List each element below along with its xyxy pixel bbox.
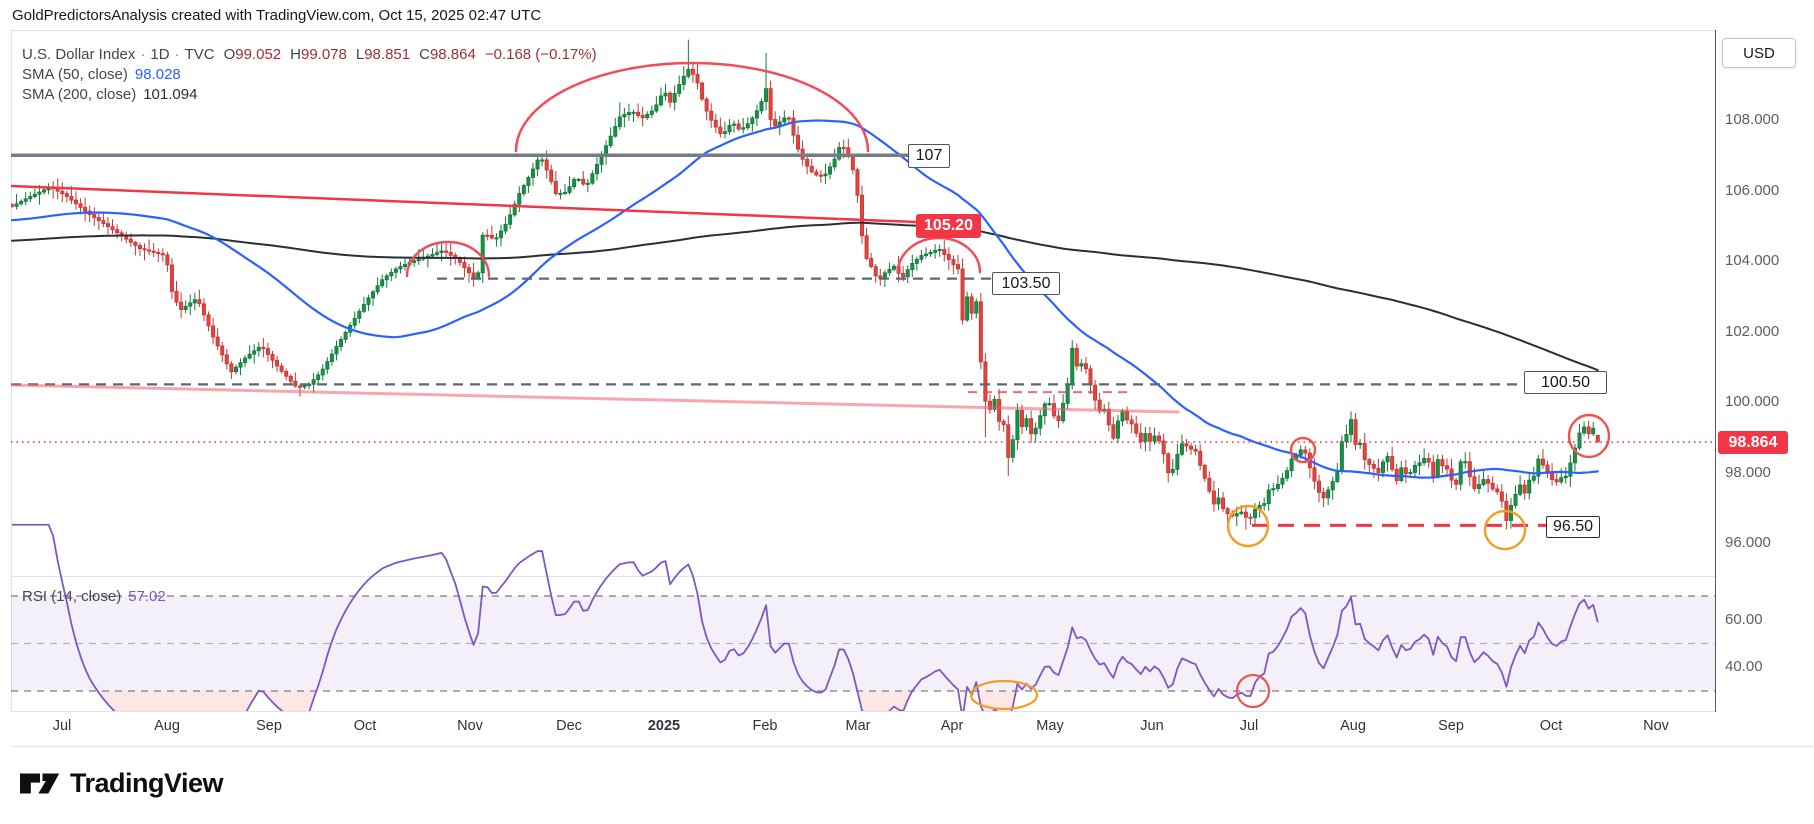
rounded-top-arc-0 xyxy=(514,61,870,153)
rsi-label: RSI (14, close) xyxy=(22,588,122,605)
candles-layer xyxy=(11,39,1600,530)
time-label-Sep: Sep xyxy=(256,718,282,734)
rsi-oversold-fill xyxy=(980,684,1018,712)
price-tick-108.000: 108.000 xyxy=(1725,111,1780,128)
sma200-value: 101.094 xyxy=(143,86,198,103)
tradingview-logo-icon xyxy=(20,773,60,794)
rounded-top-arc-2 xyxy=(896,236,982,274)
ohlc-value-C: 98.864 xyxy=(429,46,476,63)
level-label-103.50: 103.50 xyxy=(992,272,1060,295)
time-label-Aug: Aug xyxy=(154,718,180,734)
tradingview-logo-link[interactable]: TradingView xyxy=(20,768,224,799)
rsi-highlight-circle-1 xyxy=(1235,673,1271,709)
interval-label[interactable]: 1D xyxy=(150,46,170,63)
price-highlight-circle-0 xyxy=(1226,504,1270,548)
change-value: −0.168 (−0.17%) xyxy=(484,46,597,63)
time-label-Dec: Dec xyxy=(556,718,582,734)
rsi-oversold-fill xyxy=(1223,682,1256,699)
rsi-tick-60.00: 60.00 xyxy=(1725,610,1763,628)
level-label-100.50: 100.50 xyxy=(1524,371,1607,394)
time-label-Nov: Nov xyxy=(457,718,483,734)
legend-rsi-row[interactable]: RSI (14, close) 57.02 xyxy=(22,588,166,605)
rsi-line xyxy=(12,523,1599,712)
time-label-Nov: Nov xyxy=(1643,718,1669,734)
ohlc-key-C: C xyxy=(419,46,430,63)
ohlc-value-H: 99.078 xyxy=(300,46,347,63)
ohlc-key-H: H xyxy=(290,46,301,63)
rsi-value: 57.02 xyxy=(128,588,166,605)
ohlc-key-L: L xyxy=(355,46,365,63)
legend-symbol-row[interactable]: U.S. Dollar Index · 1D · TVC O99.052 H99.078 L9… xyxy=(22,45,597,65)
level-label-96.50: 96.50 xyxy=(1546,516,1600,538)
price-scale-border xyxy=(1715,30,1716,746)
time-scale[interactable]: Jul Aug Sep Oct Nov Dec 2025 Feb Mar Apr May Jun Jul… xyxy=(11,712,1814,746)
price-tick-98.000: 98.000 xyxy=(1725,463,1771,481)
current-price-badge: 98.864 xyxy=(1718,431,1788,454)
chart-top-border xyxy=(11,30,1814,31)
time-label-Jun: Jun xyxy=(1140,718,1164,734)
time-label-Jul: Jul xyxy=(52,718,72,734)
ohlc-key-O: O xyxy=(223,46,236,63)
rsi-oversold-fill xyxy=(98,690,259,712)
ohlc-value-O: 99.052 xyxy=(235,46,282,63)
rsi-tick-40.00: 40.00 xyxy=(1725,658,1763,676)
price-scale[interactable]: USD 108.000 106.000 104.000 102.000 100.000 9… xyxy=(1716,30,1814,712)
legend-sma50-row[interactable]: SMA (50, close) 98.028 xyxy=(22,65,597,85)
sma200-label: SMA (200, close) xyxy=(22,86,137,103)
sma50-value: 98.028 xyxy=(134,66,181,83)
time-label-Oct: Oct xyxy=(353,718,377,734)
level-badge-105.20: 105.20 xyxy=(916,214,981,238)
time-label-Oct: Oct xyxy=(1539,718,1563,734)
time-label-Jul: Jul xyxy=(1239,718,1259,734)
price-highlight-circle-2 xyxy=(1289,436,1317,464)
price-tick-100.000: 100.000 xyxy=(1725,393,1780,410)
time-label-Feb: Feb xyxy=(752,718,778,734)
time-label-Aug: Aug xyxy=(1340,718,1366,734)
rsi-highlight-circle-0 xyxy=(969,679,1039,711)
chart-canvas[interactable] xyxy=(11,30,1715,712)
pane-separator xyxy=(11,576,1715,577)
rounded-top-arc-1 xyxy=(405,240,491,278)
ohlc-values: O99.052 H99.078 L98.851 C98.864 xyxy=(215,46,476,63)
time-label-Apr: Apr xyxy=(940,718,964,734)
price-highlight-circle-3 xyxy=(1567,413,1611,459)
sma-50-line xyxy=(11,119,1599,479)
price-highlight-circle-1 xyxy=(1483,509,1527,551)
price-tick-96.000: 96.000 xyxy=(1725,534,1771,551)
level-label-107: 107 xyxy=(908,144,950,168)
price-tick-104.000: 104.000 xyxy=(1725,252,1780,269)
legend-sma200-row[interactable]: SMA (200, close) 101.094 xyxy=(22,85,597,105)
price-tick-102.000: 102.000 xyxy=(1725,322,1780,340)
sma-200-line xyxy=(11,221,1599,372)
separator-dot: · xyxy=(174,46,180,63)
time-label-Mar: Mar xyxy=(845,718,871,734)
time-label-Sep: Sep xyxy=(1438,718,1464,734)
ohlc-value-L: 98.851 xyxy=(364,46,411,63)
separator-dot: · xyxy=(140,46,146,63)
tradingview-logo-text: TradingView xyxy=(70,768,224,798)
price-tick-106.000: 106.000 xyxy=(1725,181,1780,199)
time-label-May: May xyxy=(1036,718,1064,734)
sma50-label: SMA (50, close) xyxy=(22,66,128,83)
rsi-oversold-fill xyxy=(857,690,913,712)
chart-left-border xyxy=(11,30,12,746)
trendline-1 xyxy=(11,383,1180,414)
legend: U.S. Dollar Index · 1D · TVC O99.052 H99.078 L9… xyxy=(22,45,597,105)
trendline-0 xyxy=(11,184,918,224)
watermark-title: GoldPredictorsAnalysis created with Trad… xyxy=(12,7,542,24)
time-label-2025: 2025 xyxy=(647,718,681,734)
symbol-name[interactable]: U.S. Dollar Index xyxy=(22,46,136,63)
time-axis-bottom-border xyxy=(11,746,1814,747)
exchange-label: TVC xyxy=(184,46,215,63)
currency-toggle-button[interactable]: USD xyxy=(1722,38,1796,68)
